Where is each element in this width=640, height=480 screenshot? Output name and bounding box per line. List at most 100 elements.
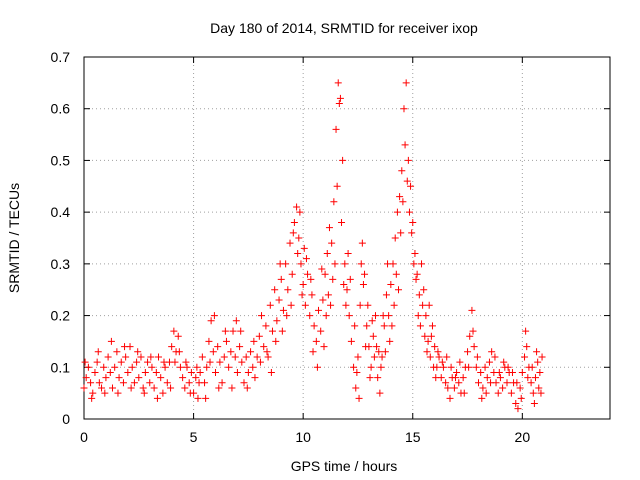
data-point bbox=[91, 368, 99, 376]
data-point bbox=[182, 358, 190, 366]
data-point bbox=[202, 394, 210, 402]
data-point bbox=[531, 374, 539, 382]
data-point bbox=[175, 348, 183, 356]
y-tick-label: 0.2 bbox=[51, 308, 71, 324]
data-point bbox=[144, 358, 152, 366]
data-point bbox=[153, 394, 161, 402]
x-axis-title: GPS time / hours bbox=[291, 458, 398, 474]
data-point bbox=[104, 353, 112, 361]
data-point bbox=[238, 358, 246, 366]
data-point bbox=[159, 389, 167, 397]
data-point bbox=[527, 379, 535, 387]
data-point bbox=[262, 322, 270, 330]
data-point bbox=[93, 358, 101, 366]
data-point bbox=[411, 250, 419, 258]
data-point bbox=[102, 374, 110, 382]
data-point bbox=[451, 374, 459, 382]
data-point bbox=[386, 337, 394, 345]
data-point bbox=[475, 379, 482, 387]
data-point bbox=[84, 363, 92, 371]
x-tick-label: 0 bbox=[80, 429, 88, 445]
data-point bbox=[507, 389, 515, 397]
data-point bbox=[258, 312, 266, 320]
y-tick-label: 0 bbox=[62, 411, 70, 427]
data-point bbox=[524, 374, 532, 382]
data-point bbox=[410, 260, 418, 268]
data-point bbox=[500, 358, 508, 366]
data-point bbox=[107, 337, 115, 345]
data-point bbox=[393, 208, 401, 216]
data-point bbox=[377, 363, 385, 371]
axis-ticks bbox=[83, 56, 610, 420]
data-point bbox=[530, 399, 538, 407]
data-point bbox=[196, 368, 204, 376]
data-point bbox=[466, 332, 474, 340]
data-point bbox=[390, 301, 398, 309]
data-point bbox=[88, 394, 96, 402]
data-point bbox=[192, 374, 200, 382]
data-point bbox=[424, 337, 432, 345]
data-point bbox=[263, 348, 271, 356]
data-point bbox=[514, 405, 522, 413]
data-point bbox=[347, 337, 355, 345]
data-point bbox=[503, 379, 511, 387]
data-point bbox=[345, 312, 353, 320]
data-point bbox=[414, 312, 422, 320]
data-point bbox=[494, 389, 502, 397]
data-point bbox=[108, 384, 116, 392]
data-point bbox=[322, 312, 330, 320]
data-point bbox=[359, 281, 367, 289]
data-point bbox=[150, 384, 158, 392]
data-point bbox=[328, 239, 336, 247]
data-point bbox=[152, 368, 160, 376]
data-point bbox=[170, 327, 178, 335]
data-point bbox=[94, 348, 102, 356]
data-point bbox=[181, 384, 189, 392]
data-point bbox=[352, 384, 360, 392]
data-point bbox=[225, 363, 233, 371]
data-point bbox=[472, 363, 480, 371]
data-point bbox=[412, 275, 420, 283]
data-point bbox=[379, 312, 387, 320]
data-point bbox=[287, 301, 295, 309]
data-point bbox=[513, 379, 521, 387]
data-point bbox=[439, 363, 447, 371]
data-point bbox=[309, 348, 317, 356]
data-point bbox=[380, 322, 388, 330]
data-point bbox=[341, 260, 349, 268]
data-point bbox=[163, 379, 171, 387]
data-point bbox=[115, 374, 123, 382]
data-point bbox=[278, 327, 286, 335]
data-point bbox=[535, 384, 543, 392]
data-point bbox=[358, 239, 366, 247]
data-point bbox=[295, 234, 303, 242]
data-point bbox=[128, 363, 136, 371]
data-point bbox=[312, 337, 320, 345]
data-point bbox=[469, 327, 477, 335]
data-point bbox=[538, 353, 546, 361]
data-point bbox=[174, 332, 182, 340]
data-point bbox=[228, 384, 236, 392]
data-point bbox=[171, 358, 179, 366]
data-point bbox=[481, 363, 489, 371]
data-point bbox=[251, 374, 259, 382]
data-point bbox=[357, 260, 365, 268]
x-tick-label: 15 bbox=[405, 429, 421, 445]
data-point bbox=[243, 384, 251, 392]
data-point bbox=[405, 208, 413, 216]
data-point bbox=[176, 363, 184, 371]
data-point bbox=[222, 337, 230, 345]
data-point bbox=[491, 353, 499, 361]
data-point bbox=[198, 353, 206, 361]
data-point bbox=[387, 281, 395, 289]
data-point bbox=[186, 389, 194, 397]
data-point bbox=[363, 322, 371, 330]
data-point bbox=[529, 389, 537, 397]
data-point bbox=[205, 337, 213, 345]
data-point bbox=[391, 234, 399, 242]
data-point bbox=[134, 348, 142, 356]
data-point bbox=[375, 348, 383, 356]
data-point bbox=[425, 301, 433, 309]
data-point bbox=[442, 379, 450, 387]
data-point bbox=[496, 374, 504, 382]
